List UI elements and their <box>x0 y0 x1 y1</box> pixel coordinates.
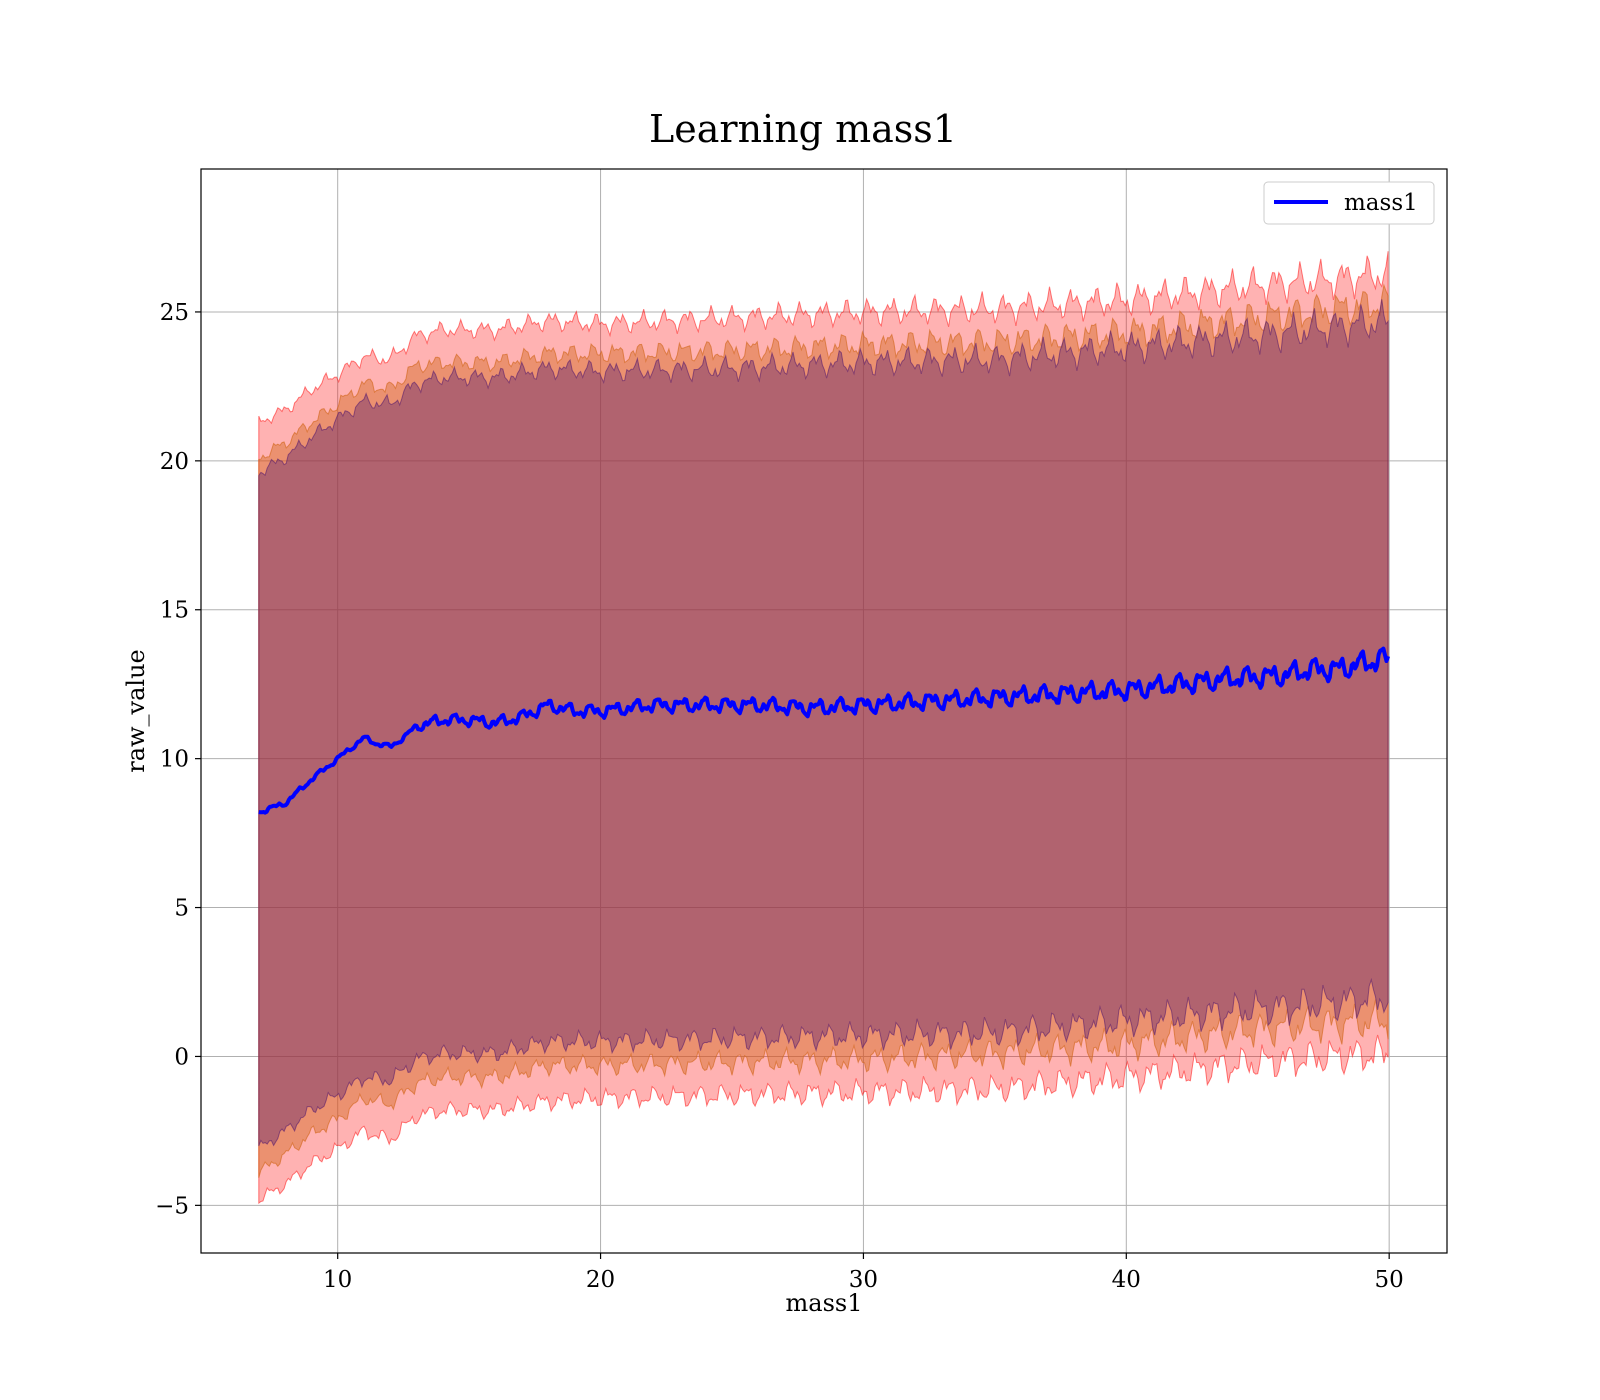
confidence-band-2 <box>258 283 1389 1178</box>
y-tick-label: 15 <box>160 598 189 624</box>
x-tick-label: 30 <box>849 1267 878 1293</box>
x-tick-label: 10 <box>323 1267 352 1293</box>
series-line-mass1 <box>258 646 1390 815</box>
x-tick-label: 50 <box>1375 1267 1404 1293</box>
legend-box <box>1263 181 1435 225</box>
y-tick-label: 25 <box>160 300 189 326</box>
y-axis-label: raw_value <box>122 649 150 773</box>
plot-area <box>200 168 1448 1254</box>
grid-lines <box>201 169 1447 1253</box>
y-tick-label: 5 <box>174 896 189 922</box>
y-tick-label: 0 <box>174 1044 189 1070</box>
chart-title: Learning mass1 <box>649 107 957 151</box>
x-tick-label: 20 <box>586 1267 615 1293</box>
data-series <box>258 646 1390 815</box>
x-tick-label: 40 <box>1112 1267 1141 1293</box>
confidence-band-1 <box>258 251 1389 1205</box>
y-tick-label: 20 <box>160 449 189 475</box>
plot-frame <box>200 168 1448 1254</box>
y-tick-label: 10 <box>160 747 189 773</box>
y-tick-label: −5 <box>155 1193 189 1219</box>
x-axis-ticks: 10 20 30 40 50 <box>323 1253 1404 1293</box>
x-axis-label: mass1 <box>786 1289 863 1317</box>
legend-label-mass1: mass1 <box>1344 190 1418 216</box>
confidence-bands <box>258 251 1389 1205</box>
confidence-band-3 <box>258 299 1389 1147</box>
legend: mass1 <box>1263 181 1435 225</box>
y-axis-ticks: −5 0 5 10 15 20 25 <box>155 300 201 1219</box>
